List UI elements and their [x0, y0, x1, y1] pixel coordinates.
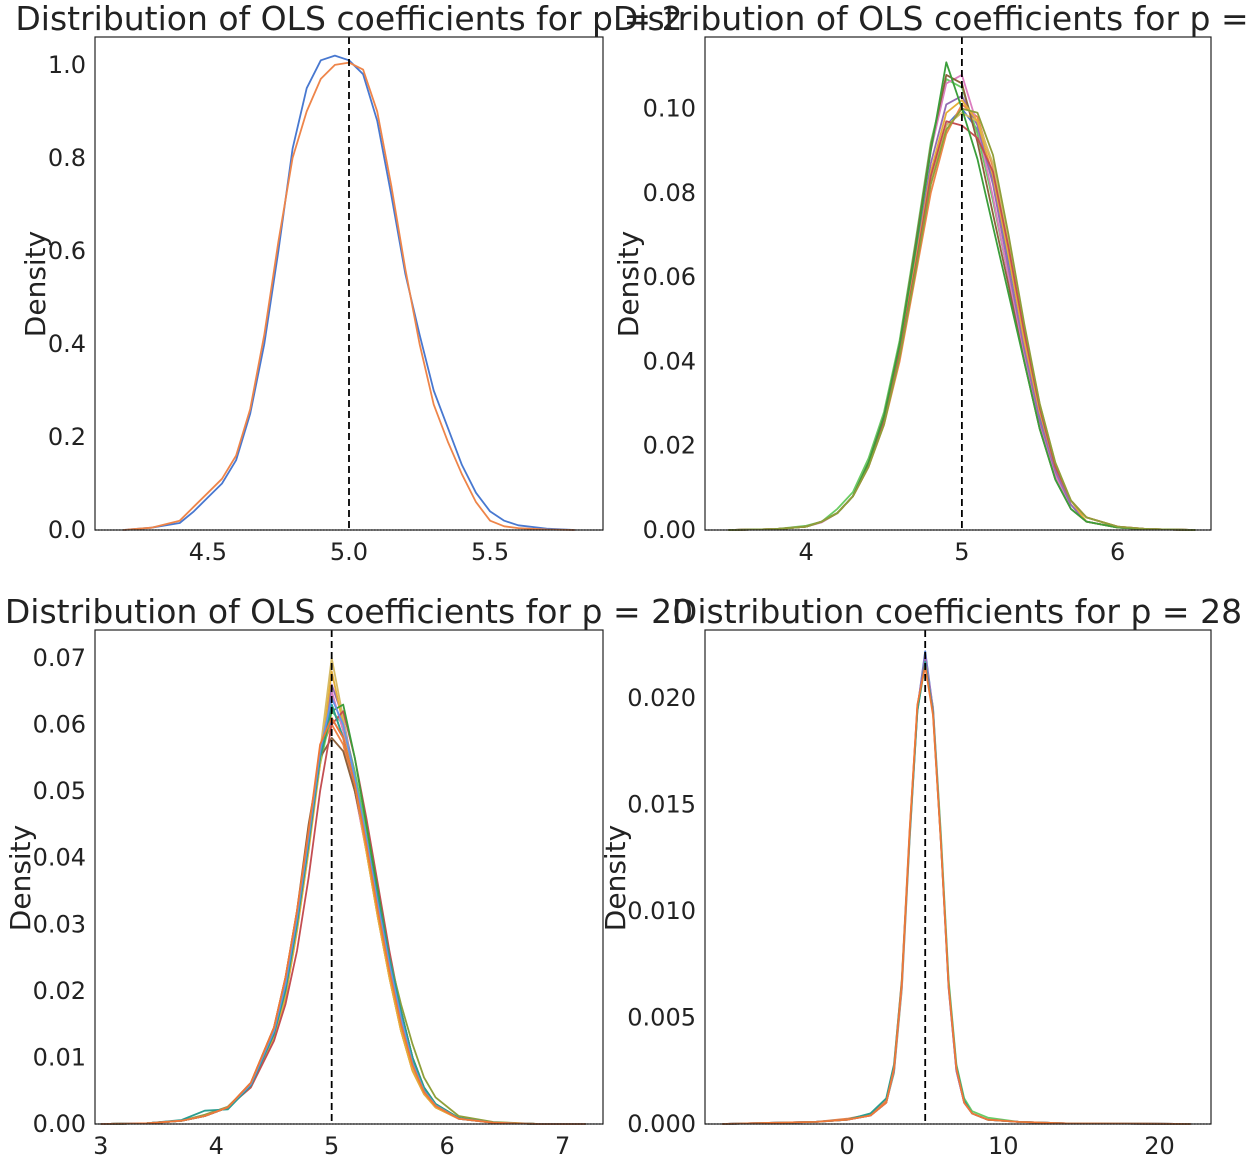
x-tick-label: 4 [799, 538, 814, 566]
series-line-14 [100, 717, 586, 1125]
x-tick-label: 20 [1144, 1132, 1175, 1160]
y-tick-label: 0.10 [643, 95, 696, 123]
y-tick-label: 0.02 [643, 432, 696, 460]
y-tick-label: 0.020 [627, 684, 696, 712]
y-axis-label: Density [19, 231, 52, 337]
x-tick-label: 5.0 [330, 538, 368, 566]
kde-panel-p2: Distribution of OLS coefficients for p =… [15, 0, 682, 566]
x-tick-label: 5 [954, 538, 969, 566]
y-tick-label: 0.000 [627, 1110, 696, 1138]
y-tick-label: 0.06 [643, 263, 696, 291]
x-tick-label: 4 [209, 1132, 224, 1160]
y-tick-label: 0.010 [627, 897, 696, 925]
axes-frame [94, 36, 604, 531]
series-line-11 [728, 107, 1196, 531]
y-tick-label: 0.05 [33, 777, 86, 805]
x-tick-label: 0 [839, 1132, 854, 1160]
y-tick-label: 0.4 [48, 330, 86, 358]
y-tick-label: 0.04 [643, 347, 696, 375]
y-tick-label: 0.2 [48, 423, 86, 451]
y-tick-label: 0.00 [33, 1110, 86, 1138]
y-tick-label: 1.0 [48, 51, 86, 79]
panel-title: Distribution of OLS coefficients for p =… [613, 0, 1260, 38]
y-tick-label: 0.06 [33, 711, 86, 739]
x-tick-label: 4.5 [189, 538, 227, 566]
y-tick-label: 0.6 [48, 237, 86, 265]
kde-panel-p15: Distribution of OLS coefficients for p =… [612, 0, 1260, 566]
y-tick-label: 0.02 [33, 977, 86, 1005]
x-tick-label: 7 [555, 1132, 570, 1160]
panel-title: Distribution of OLS coefficients for p =… [15, 0, 682, 38]
y-tick-label: 0.8 [48, 144, 86, 172]
x-tick-label: 6 [439, 1132, 454, 1160]
y-tick-label: 0.08 [643, 179, 696, 207]
kde-panel-p20: Distribution of OLS coefficients for p =… [4, 592, 693, 1160]
y-tick-label: 0.03 [33, 910, 86, 938]
y-tick-label: 0.07 [33, 644, 86, 672]
y-axis-label: Density [599, 825, 632, 931]
y-axis-label: Density [612, 231, 645, 337]
panel-title: Distribution coefficients for p = 28 [672, 592, 1242, 631]
axes-frame [704, 36, 1212, 531]
y-tick-label: 0.015 [627, 791, 696, 819]
kde-panel-p28: Distribution coefficients for p = 28 Den… [599, 592, 1242, 1160]
y-tick-label: 0.01 [33, 1043, 86, 1071]
y-tick-label: 0.00 [643, 516, 696, 544]
x-tick-label: 10 [988, 1132, 1019, 1160]
y-tick-label: 0.04 [33, 844, 86, 872]
axes-frame [94, 629, 604, 1125]
x-tick-label: 5 [324, 1132, 339, 1160]
series-line-7 [722, 665, 1191, 1125]
x-tick-label: 5.5 [471, 538, 509, 566]
panel-title: Distribution of OLS coefficients for p =… [5, 592, 693, 631]
y-axis-label: Density [4, 825, 37, 931]
y-tick-label: 0.005 [627, 1004, 696, 1032]
axes-frame [704, 629, 1212, 1125]
x-tick-label: 3 [93, 1132, 108, 1160]
y-tick-label: 0.0 [48, 516, 86, 544]
x-tick-label: 6 [1110, 538, 1125, 566]
